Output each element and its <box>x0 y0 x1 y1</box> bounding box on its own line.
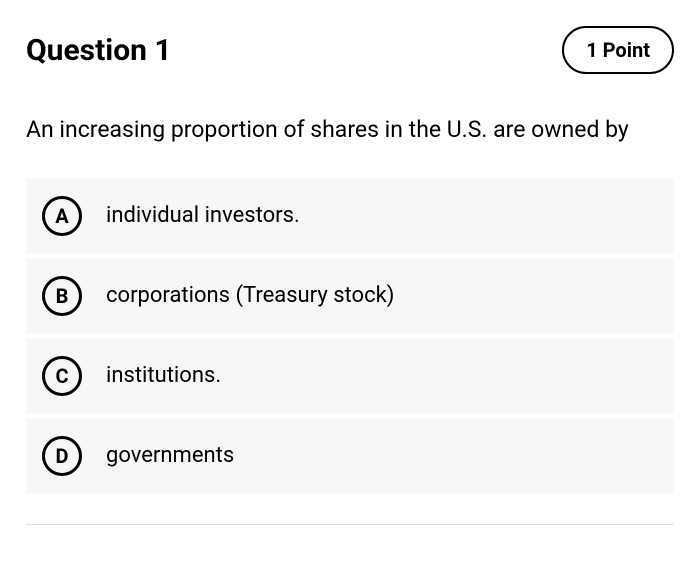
option-letter: D <box>42 436 82 476</box>
option-a[interactable]: A individual investors. <box>26 178 674 254</box>
option-c[interactable]: C institutions. <box>26 338 674 414</box>
options-list: A individual investors. B corporations (… <box>26 178 674 494</box>
option-text: governments <box>106 443 234 468</box>
option-text: institutions. <box>106 363 221 388</box>
option-b[interactable]: B corporations (Treasury stock) <box>26 258 674 334</box>
option-letter: C <box>42 356 82 396</box>
option-text: individual investors. <box>106 203 300 228</box>
question-title: Question 1 <box>26 33 172 68</box>
question-prompt: An increasing proportion of shares in th… <box>26 112 674 148</box>
points-badge: 1 Point <box>562 26 674 74</box>
question-header: Question 1 1 Point <box>26 26 674 74</box>
option-letter: A <box>42 196 82 236</box>
divider <box>26 524 674 525</box>
option-d[interactable]: D governments <box>26 418 674 494</box>
option-text: corporations (Treasury stock) <box>106 283 394 308</box>
option-letter: B <box>42 276 82 316</box>
